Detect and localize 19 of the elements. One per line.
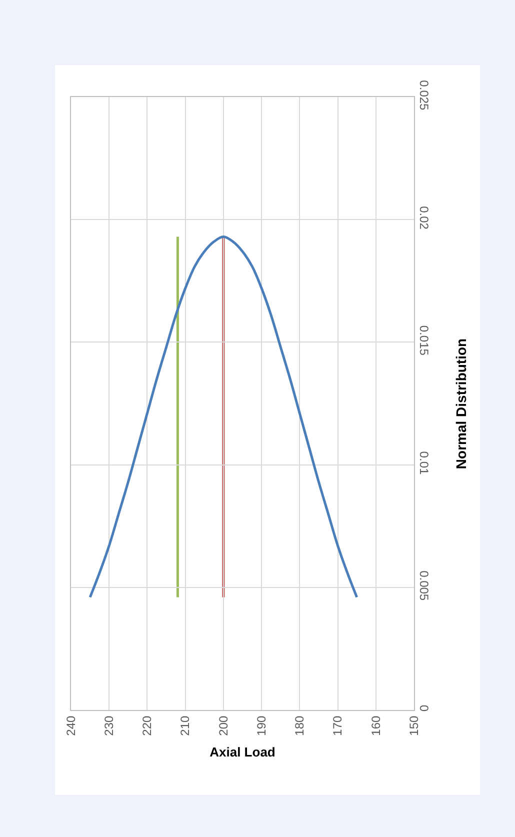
- x-tick-label: 180: [292, 715, 307, 736]
- y-tick-label: 0: [416, 704, 431, 712]
- x-tick-label: 150: [406, 715, 421, 736]
- x-tick-label: 200: [216, 715, 230, 736]
- x-tick-label: 170: [330, 715, 345, 736]
- x-tick-label: 160: [368, 715, 383, 736]
- x-tick-label: 240: [64, 715, 78, 736]
- line-series: [88, 236, 358, 598]
- y-tick-label: 0.025: [416, 80, 431, 111]
- text: Normal Distribution: [453, 338, 470, 470]
- x-axis-title: Axial Load: [210, 744, 276, 760]
- x-tick-label: 190: [254, 715, 268, 736]
- y-tick-label: 0.02: [416, 206, 431, 230]
- y-tick-label: 0.015: [416, 325, 431, 356]
- y-tick-label: 0.01: [416, 451, 431, 475]
- x-tick-label: 210: [178, 715, 192, 736]
- x-tick-label: 230: [102, 715, 116, 736]
- y-tick-label: 0.005: [416, 570, 431, 601]
- x-tick-label: 220: [140, 715, 154, 736]
